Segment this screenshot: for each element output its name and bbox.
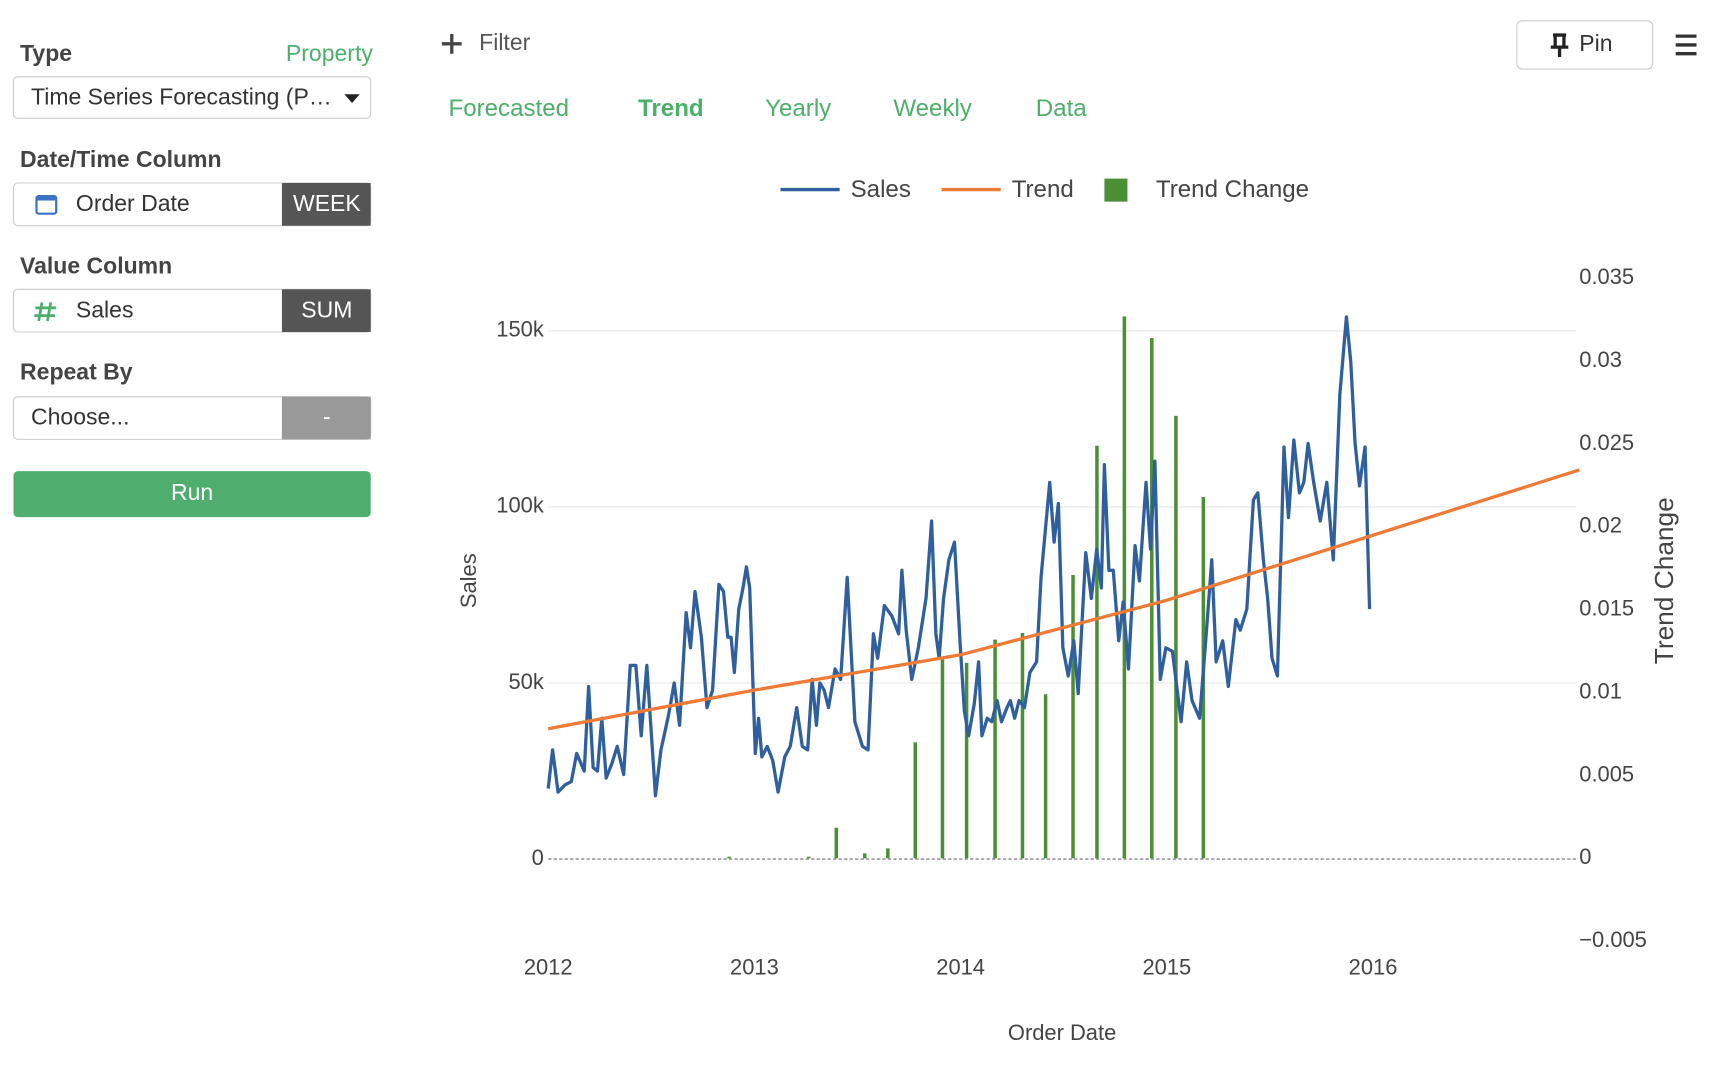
y2-tick-label: 0.015 <box>1579 596 1634 621</box>
tab[interactable]: Data <box>1036 95 1087 122</box>
x-axis-title: Order Date <box>1008 1020 1116 1045</box>
caret <box>344 94 360 103</box>
property-link[interactable]: Property <box>286 40 373 66</box>
y2-tick-label: 0.025 <box>1579 430 1634 455</box>
filter[interactable]: Filter <box>479 29 530 55</box>
bar <box>886 848 890 859</box>
x-tick-label: 2016 <box>1349 954 1398 979</box>
bar <box>913 742 918 859</box>
bar <box>940 659 945 859</box>
bar <box>1095 445 1099 859</box>
line <box>546 315 1372 798</box>
value-label: Value Column <box>20 252 172 278</box>
repeat-button[interactable] <box>281 396 371 440</box>
y2-axis-title: Trend Change <box>1649 497 1679 664</box>
tab[interactable]: Forecasted <box>448 95 569 122</box>
tab[interactable]: Weekly <box>893 95 972 122</box>
y-tick-label: 50k <box>508 669 543 694</box>
bar <box>1020 632 1025 859</box>
y2-tick-label: 0.02 <box>1579 513 1622 538</box>
agg-button[interactable] <box>281 289 371 333</box>
bar <box>862 853 867 859</box>
run-button[interactable] <box>13 471 371 518</box>
repeat-label: Repeat By <box>20 359 133 385</box>
pin-button[interactable] <box>1516 20 1654 70</box>
value-value: Sales <box>76 296 134 322</box>
menu-icon[interactable] <box>1675 34 1697 56</box>
date-unit-button[interactable] <box>281 182 371 226</box>
x-tick-label: 2012 <box>524 954 573 979</box>
run-label: Run <box>171 479 213 505</box>
y-tick-label: 150k <box>496 317 544 342</box>
bar <box>1174 415 1178 859</box>
plus-icon <box>441 33 462 54</box>
y2-tick-label: 0.035 <box>1579 264 1634 289</box>
date-label: Date/Time Column <box>20 146 221 172</box>
date-unit: WEEK <box>293 190 361 216</box>
bar <box>964 662 969 859</box>
bar <box>993 639 997 859</box>
repeat-value: Choose... <box>31 404 129 430</box>
y-tick-label: 0 <box>532 845 544 870</box>
repeat-button-label: - <box>323 404 331 430</box>
bar <box>1150 337 1154 859</box>
bar <box>1071 574 1075 859</box>
type-label: Type <box>20 40 72 66</box>
legend-label: Trend <box>1012 176 1074 203</box>
bar <box>1043 694 1048 859</box>
bar <box>807 856 811 859</box>
y-axis-title: Sales <box>456 553 481 608</box>
hash-icon <box>34 302 57 322</box>
type-value: Time Series Forecasting (P… <box>31 84 332 110</box>
y2-tick-label: −0.005 <box>1579 927 1647 952</box>
y2-tick-label: 0.03 <box>1579 347 1622 372</box>
bar <box>727 856 731 859</box>
line <box>547 468 1580 731</box>
x-tick-label: 2013 <box>730 954 779 979</box>
calendar-icon <box>35 195 58 215</box>
pin-icon <box>1550 33 1569 57</box>
value-agg: SUM <box>301 296 352 322</box>
tab[interactable]: Yearly <box>765 95 831 122</box>
x-tick-label: 2014 <box>936 954 985 979</box>
bar <box>834 827 839 859</box>
y2-tick-label: 0 <box>1579 844 1591 869</box>
x-tick-label: 2015 <box>1142 954 1191 979</box>
type-select[interactable] <box>12 76 372 119</box>
legend-label: Sales <box>851 176 911 203</box>
legend-label: Trend Change <box>1156 176 1309 203</box>
y-tick-label: 100k <box>496 493 544 518</box>
bar <box>1122 316 1127 859</box>
y2-tick-label: 0.01 <box>1579 678 1622 703</box>
tab[interactable]: Trend <box>638 95 704 122</box>
legend-swatch <box>1104 178 1128 202</box>
y2-tick-label: 0.005 <box>1579 761 1634 786</box>
date-value: Order Date <box>76 190 190 216</box>
pin-label: Pin <box>1579 30 1612 56</box>
